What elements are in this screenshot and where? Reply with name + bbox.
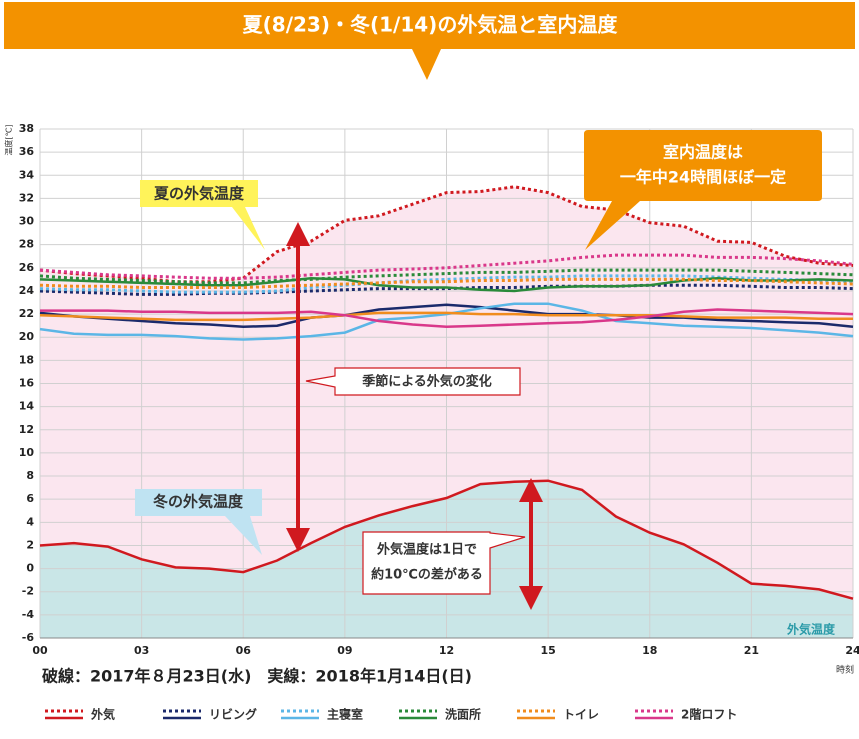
x-tick-label: 09 bbox=[337, 644, 352, 657]
y-tick-label: 34 bbox=[19, 168, 35, 181]
y-tick-label: -6 bbox=[22, 631, 35, 644]
outdoor-note: 外気温度 bbox=[787, 622, 836, 637]
legend-label: 主寝室 bbox=[327, 707, 363, 722]
y-tick-label: 8 bbox=[26, 469, 34, 482]
x-tick-label: 03 bbox=[134, 644, 149, 657]
x-tick-label: 24 bbox=[845, 644, 859, 657]
x-tick-label: 00 bbox=[32, 644, 48, 657]
legend-label: 洗面所 bbox=[445, 707, 481, 722]
indoor-callout bbox=[584, 130, 822, 250]
winter-callout bbox=[135, 489, 262, 555]
y-tick-label: 10 bbox=[19, 446, 35, 459]
legend-label: 外気 bbox=[91, 707, 115, 722]
x-tick-label: 21 bbox=[744, 644, 759, 657]
daily-note: 外気温度は1日で bbox=[376, 542, 477, 558]
winter-note: 冬の外気温度 bbox=[153, 493, 244, 511]
line bbox=[39, 253, 854, 280]
line bbox=[39, 479, 854, 600]
x-axis-label: 時刻 bbox=[836, 664, 854, 676]
y-tick-label: 22 bbox=[19, 307, 34, 320]
indoor-note: 一年中24時間ほぼ一定 bbox=[620, 168, 786, 187]
y-tick-label: 24 bbox=[19, 284, 35, 297]
line bbox=[39, 276, 854, 293]
y-tick-label: 32 bbox=[19, 191, 34, 204]
caption: 破線：2017年８月23日(水) 実線：2018年1月14日(日) bbox=[42, 667, 472, 686]
title-banner bbox=[4, 2, 855, 49]
x-tick-label: 15 bbox=[540, 644, 555, 657]
y-tick-label: -2 bbox=[22, 585, 34, 598]
x-tick-label: 06 bbox=[236, 644, 252, 657]
season-callout bbox=[305, 367, 521, 396]
y-tick-label: 0 bbox=[26, 562, 34, 575]
y-tick-label: 36 bbox=[19, 145, 35, 158]
y-tick-label: 18 bbox=[19, 353, 34, 366]
banner-pointer bbox=[412, 49, 441, 80]
y-tick-label: 20 bbox=[19, 330, 35, 343]
legend: 外気 リビング 主寝室 洗面所 トイレ 2階ロフト bbox=[45, 707, 737, 722]
y-tick-label: 28 bbox=[19, 238, 34, 251]
indoor-note: 室内温度は bbox=[663, 143, 743, 162]
x-tick-label: 18 bbox=[642, 644, 657, 657]
legend-label: 2階ロフト bbox=[681, 707, 737, 722]
summer-callout bbox=[140, 180, 265, 250]
y-tick-label: 14 bbox=[19, 400, 35, 413]
y-tick-label: 16 bbox=[19, 377, 35, 390]
y-tick-label: 4 bbox=[26, 515, 34, 528]
y-tick-label: 30 bbox=[19, 215, 35, 228]
annotations: 夏の外気温度 冬の外気温度 室内温度は 一年中24時間ほぼ一定 季節による外気の… bbox=[135, 130, 836, 637]
y-tick-label: 38 bbox=[19, 122, 34, 135]
season-note: 季節による外気の変化 bbox=[361, 374, 492, 390]
y-tick-label: -4 bbox=[22, 608, 35, 621]
line bbox=[40, 308, 854, 329]
x-tick-label: 12 bbox=[439, 644, 454, 657]
y-tick-label: 12 bbox=[19, 423, 34, 436]
y-tick-label: 6 bbox=[26, 492, 34, 505]
legend-label: リビング bbox=[209, 707, 257, 722]
chart-title: 夏(8/23)・冬(1/14)の外気温と室内温度 bbox=[243, 13, 619, 37]
y-tick-label: 2 bbox=[26, 538, 34, 551]
daily-callout bbox=[362, 531, 526, 595]
legend-label: トイレ bbox=[563, 708, 599, 722]
y-tick-label: 26 bbox=[19, 261, 35, 274]
line bbox=[39, 185, 854, 284]
summer-note: 夏の外気温度 bbox=[153, 185, 245, 203]
line bbox=[39, 303, 854, 329]
line bbox=[39, 311, 853, 322]
daily-note: 約10℃の差がある bbox=[371, 567, 483, 583]
y-axis-label: 温度[℃] bbox=[4, 124, 14, 155]
